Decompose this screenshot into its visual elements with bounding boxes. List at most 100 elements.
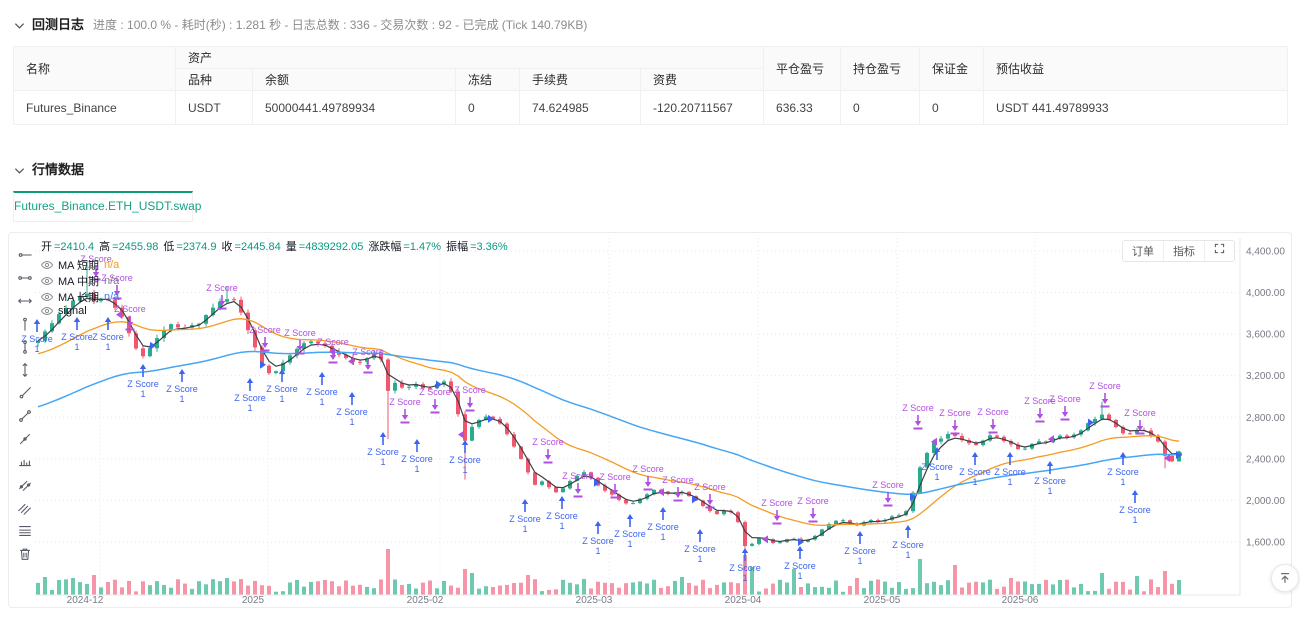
- svg-text:Z Score: Z Score: [662, 475, 694, 485]
- chart-button-group: 订单 指标: [1122, 240, 1235, 262]
- svg-text:3,600.00: 3,600.00: [1246, 330, 1285, 341]
- svg-text:1: 1: [279, 394, 284, 404]
- svg-text:Z Score: Z Score: [632, 464, 664, 474]
- candlestick-chart[interactable]: Z Score Z Score Z Score Z Score Z Score Z Sco…: [8, 232, 1292, 608]
- svg-text:1: 1: [1007, 477, 1012, 487]
- col-header-funding: 资费: [639, 68, 765, 91]
- table-row: Futures_Binance USDT 50000441.49789934 0…: [13, 90, 1289, 125]
- svg-text:Z Score: Z Score: [92, 332, 124, 342]
- svg-text:Z Score: Z Score: [1119, 505, 1151, 515]
- svg-text:Z Score: Z Score: [454, 385, 486, 395]
- svg-text:Z Score: Z Score: [729, 563, 761, 573]
- vertical-ray-icon[interactable]: [16, 315, 34, 333]
- legend-label: MA 中期: [58, 276, 99, 288]
- svg-text:1: 1: [380, 457, 385, 467]
- cell-funding: -120.20711567: [639, 90, 765, 125]
- vertical-line-icon[interactable]: [16, 361, 34, 379]
- legend-ma-mid: MA 中期 n/a: [41, 273, 119, 289]
- orders-button[interactable]: 订单: [1123, 241, 1164, 261]
- svg-text:1: 1: [857, 556, 862, 566]
- svg-text:1: 1: [972, 477, 977, 487]
- trash-icon[interactable]: [16, 545, 34, 563]
- svg-text:Z Score: Z Score: [249, 325, 281, 335]
- svg-text:Z Score: Z Score: [797, 496, 829, 506]
- svg-text:Z Score: Z Score: [401, 454, 433, 464]
- visibility-eye-icon[interactable]: [41, 259, 53, 271]
- svg-text:1: 1: [905, 550, 910, 560]
- svg-text:Z Score: Z Score: [977, 407, 1009, 417]
- svg-text:Z Score: Z Score: [61, 332, 93, 342]
- scroll-to-top-button[interactable]: [1271, 564, 1299, 592]
- horizontal-ray-icon[interactable]: [16, 246, 34, 264]
- svg-text:Z Score: Z Score: [959, 467, 991, 477]
- indicators-button[interactable]: 指标: [1164, 241, 1205, 261]
- hatch-lines-icon[interactable]: [16, 499, 34, 517]
- backtest-result-table: 名称 资产 平仓盈亏 持仓盈亏 保证金 预估收益 品种 余额 冻结 手续费 资费…: [13, 46, 1289, 125]
- fibonacci-icon[interactable]: [16, 522, 34, 540]
- svg-text:Z Score: Z Score: [844, 546, 876, 556]
- cell-open-pnl: 0: [840, 90, 921, 125]
- svg-text:Z Score: Z Score: [166, 384, 198, 394]
- trend-segment-icon[interactable]: [16, 407, 34, 425]
- svg-text:1: 1: [105, 342, 110, 352]
- horizontal-line-icon[interactable]: [16, 292, 34, 310]
- svg-text:1: 1: [1120, 477, 1125, 487]
- tab-symbol[interactable]: Futures_Binance.ETH_USDT.swap: [13, 191, 201, 222]
- fullscreen-icon: [1214, 243, 1225, 254]
- svg-text:Z Score: Z Score: [872, 480, 904, 490]
- svg-text:2,800.00: 2,800.00: [1246, 413, 1285, 424]
- svg-text:Z Score: Z Score: [206, 283, 238, 293]
- visibility-eye-icon[interactable]: [41, 291, 53, 303]
- col-header-est-profit: 预估收益: [983, 46, 1289, 91]
- svg-text:Z Score: Z Score: [389, 397, 421, 407]
- svg-text:Z Score: Z Score: [614, 529, 646, 539]
- svg-text:1: 1: [349, 417, 354, 427]
- svg-text:Z Score: Z Score: [284, 328, 316, 338]
- legend-value: n/a: [103, 259, 120, 271]
- col-header-fee: 手续费: [519, 68, 641, 91]
- collapse-chevron-icon[interactable]: [14, 17, 25, 35]
- arrow-up-to-line-icon: [1280, 573, 1290, 583]
- svg-text:Z Score: Z Score: [114, 304, 146, 314]
- svg-text:2025-06: 2025-06: [1002, 595, 1039, 606]
- visibility-eye-icon[interactable]: [41, 275, 53, 287]
- svg-text:1: 1: [179, 394, 184, 404]
- trend-line-icon[interactable]: [16, 430, 34, 448]
- trend-ray-icon[interactable]: [16, 384, 34, 402]
- svg-text:Z Score: Z Score: [1049, 394, 1081, 404]
- vertical-segment-icon[interactable]: [16, 338, 34, 356]
- fullscreen-button[interactable]: [1205, 241, 1234, 261]
- svg-text:Z Score: Z Score: [921, 462, 953, 472]
- svg-text:Z Score: Z Score: [546, 511, 578, 521]
- price-label-icon[interactable]: [16, 453, 34, 471]
- svg-text:Z Score: Z Score: [684, 544, 716, 554]
- ohlc-info-bar: 开 =2410.4 高 =2455.98 低 =2374.9 收 =2445.84 量 =…: [41, 241, 508, 253]
- svg-text:1: 1: [522, 524, 527, 534]
- svg-text:Z Score: Z Score: [939, 408, 971, 418]
- svg-text:1: 1: [74, 342, 79, 352]
- legend-value: n/a: [103, 291, 120, 303]
- collapse-chevron-icon[interactable]: [14, 162, 25, 180]
- svg-text:Z Score: Z Score: [1107, 467, 1139, 477]
- svg-text:Z Score: Z Score: [1089, 381, 1121, 391]
- svg-text:1: 1: [1132, 515, 1137, 525]
- col-header-name: 名称: [13, 46, 176, 91]
- svg-text:1: 1: [742, 573, 747, 583]
- backtest-log-title: 回测日志: [32, 17, 85, 32]
- svg-text:1: 1: [247, 403, 252, 413]
- parallel-channel-icon[interactable]: [16, 476, 34, 494]
- backtest-log-summary: 进度 : 100.0 % - 耗时(秒) : 1.281 秒 - 日志总数 : …: [93, 18, 588, 32]
- col-header-frozen: 冻结: [455, 68, 520, 91]
- svg-text:1: 1: [660, 532, 665, 542]
- svg-text:Z Score: Z Score: [352, 347, 384, 357]
- svg-text:Z Score: Z Score: [234, 393, 266, 403]
- svg-text:2025-05: 2025-05: [864, 595, 901, 606]
- col-header-open-pnl: 持仓盈亏: [840, 46, 921, 91]
- legend-label: MA 长期: [58, 292, 99, 304]
- visibility-eye-icon[interactable]: [41, 305, 53, 317]
- svg-text:1,600.00: 1,600.00: [1246, 538, 1285, 549]
- svg-text:2,400.00: 2,400.00: [1246, 454, 1285, 465]
- horizontal-segment-icon[interactable]: [16, 269, 34, 287]
